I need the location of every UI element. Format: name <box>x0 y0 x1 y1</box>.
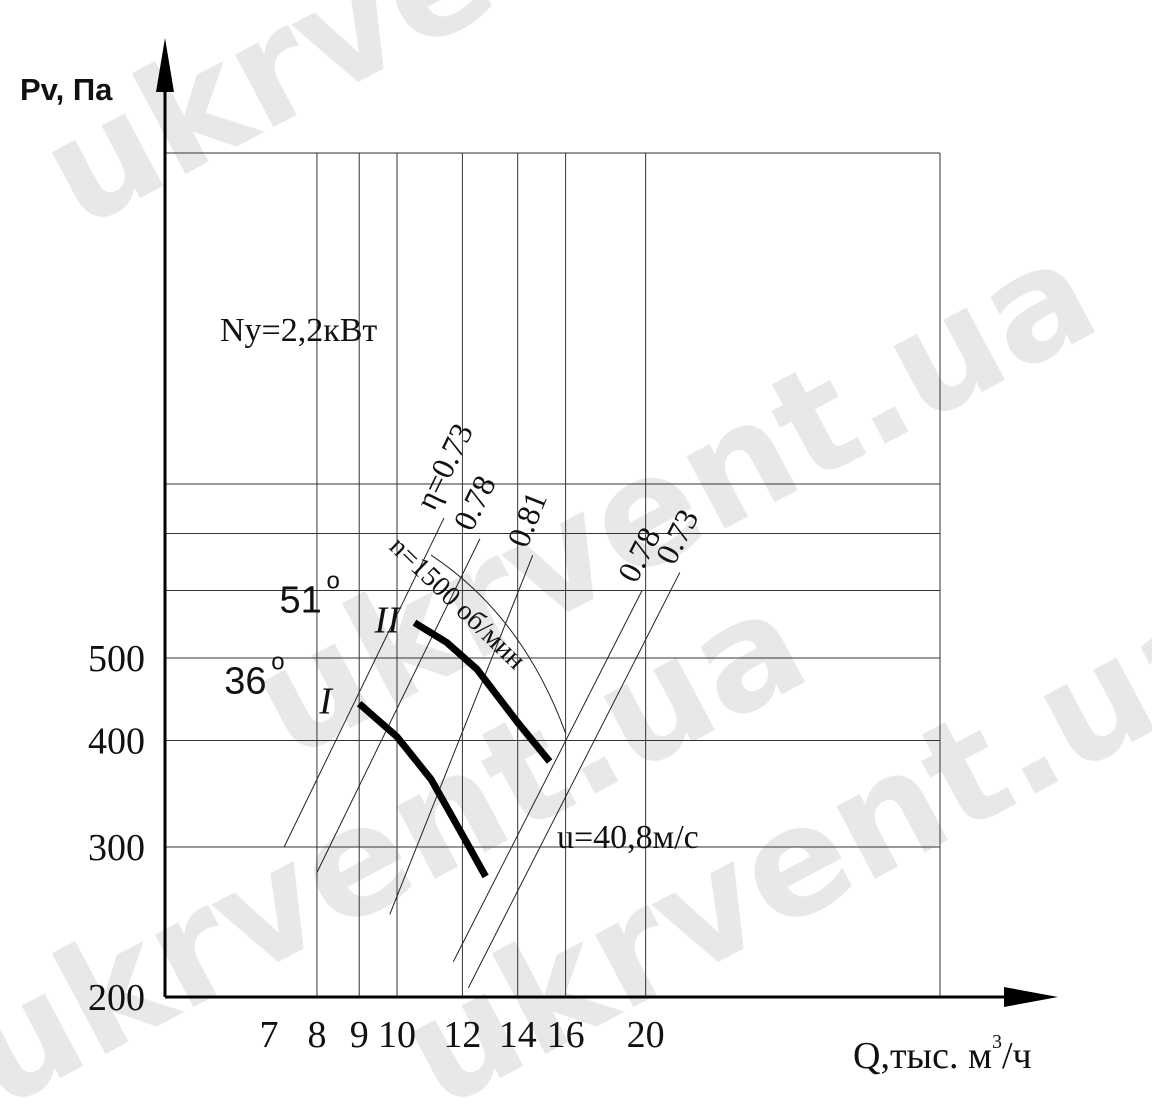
velocity-annotation: u=40,8м/с <box>557 819 699 856</box>
y-tick-label: 400 <box>88 721 145 763</box>
y-axis-arrow <box>156 38 174 92</box>
x-tick-label: 12 <box>443 1014 481 1056</box>
curve-label: II <box>374 600 403 642</box>
efficiency-line <box>316 538 481 873</box>
degree-mark: o <box>327 568 340 595</box>
x-tick-label: 20 <box>627 1014 665 1056</box>
blade-angle-label: 51 <box>280 580 322 622</box>
y-tick-label: 500 <box>88 638 145 680</box>
watermark-text: ukrvent.ua <box>15 0 912 262</box>
blade-angle-label: 36 <box>224 661 266 703</box>
x-tick-label: 7 <box>260 1014 279 1056</box>
efficiency-line <box>283 517 445 848</box>
efficiency-arc <box>430 554 567 734</box>
efficiency-line <box>467 572 681 989</box>
chart-grid <box>165 152 941 997</box>
efficiency-line <box>452 590 643 962</box>
efficiency-line <box>389 555 534 915</box>
y-tick-label: 300 <box>88 827 145 869</box>
x-axis-label: Q,тыс. м3/ч <box>853 1031 1032 1077</box>
curve-ii <box>412 619 553 764</box>
x-tick-label: 10 <box>378 1014 416 1056</box>
x-tick-label: 14 <box>499 1014 537 1056</box>
chart-axes <box>156 38 1058 1007</box>
y-tick-label: 200 <box>88 977 145 1019</box>
power-annotation: Ny=2,2кВт <box>220 312 377 349</box>
y-axis-label: Pv, Па <box>20 72 113 107</box>
x-tick-label: 8 <box>307 1014 326 1056</box>
x-tick-label: 16 <box>547 1014 585 1056</box>
tick-labels: 7 8 9 10 12 14 16 20 200 300 400 500 <box>88 638 665 1056</box>
x-tick-label: 9 <box>350 1014 369 1056</box>
x-axis-arrow <box>1004 987 1058 1007</box>
degree-mark: o <box>271 649 284 676</box>
curve-label: I <box>318 681 334 723</box>
curve-i <box>356 700 489 879</box>
efficiency-lines: η=0.730.780.810.780.73 <box>283 418 705 989</box>
